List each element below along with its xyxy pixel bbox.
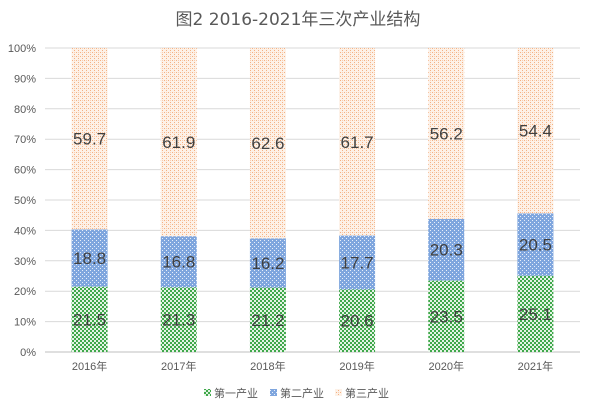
- bars: [71, 48, 554, 352]
- y-tick-label: 20%: [14, 286, 36, 298]
- data-label: 62.6: [251, 134, 284, 153]
- bar-segment: [249, 48, 286, 239]
- bar-segment: [71, 229, 108, 287]
- legend-swatch: [335, 389, 342, 396]
- data-label: 23.5: [430, 307, 463, 326]
- data-label: 16.8: [162, 253, 195, 272]
- data-label: 17.7: [341, 253, 374, 272]
- bar-segment: [428, 280, 465, 352]
- bar-segment: [160, 48, 197, 237]
- legend: 第一产业 第二产业 第三产业: [204, 386, 389, 400]
- y-tick-label: 30%: [14, 256, 36, 268]
- data-label: 59.7: [73, 130, 106, 149]
- legend-label: 第二产业: [280, 386, 324, 400]
- bar-segment: [160, 287, 197, 352]
- data-labels: 21.5 18.8 59.7 21.3 16.8 61.9 21.2 16.2 62.6 20.6…: [73, 122, 552, 331]
- x-tick-label: 2019年: [339, 359, 374, 373]
- bar-segment: [339, 48, 376, 236]
- bar-segment: [160, 236, 197, 288]
- y-tick-label: 90%: [14, 73, 36, 85]
- x-tick-label: 2017年: [161, 359, 196, 373]
- legend-label: 第三产业: [345, 386, 389, 400]
- bar-segment: [339, 289, 376, 352]
- x-axis: 2016年 2017年 2018年 2019年 2020年 2021年: [72, 359, 553, 373]
- data-label: 25.1: [519, 305, 552, 324]
- bar-segment: [517, 275, 554, 352]
- bar-segment: [428, 218, 465, 281]
- y-tick-label: 60%: [14, 165, 36, 177]
- bar-segment: [517, 48, 554, 214]
- bar-segment: [71, 48, 108, 230]
- bar-segment: [71, 286, 108, 352]
- x-tick-label: 2018年: [250, 359, 285, 373]
- data-label: 20.3: [430, 241, 463, 260]
- data-label: 20.5: [519, 236, 552, 255]
- x-tick-label: 2021年: [518, 359, 553, 373]
- x-tick-label: 2016年: [72, 359, 107, 373]
- y-tick-label: 100%: [8, 43, 36, 55]
- bar-segment: [339, 235, 376, 290]
- data-label: 61.9: [162, 133, 195, 152]
- data-label: 54.4: [519, 122, 552, 141]
- legend-swatch: [270, 389, 277, 396]
- legend-swatch: [204, 389, 211, 396]
- bar-segment: [428, 48, 465, 219]
- y-tick-label: 50%: [14, 195, 36, 207]
- data-label: 61.7: [341, 133, 374, 152]
- bar-segment: [517, 213, 554, 276]
- data-label: 56.2: [430, 124, 463, 143]
- data-label: 20.6: [341, 312, 374, 331]
- x-tick-label: 2020年: [429, 359, 464, 373]
- gridlines: [45, 47, 580, 353]
- data-label: 18.8: [73, 249, 106, 268]
- y-tick-label: 80%: [14, 104, 36, 116]
- data-label: 21.3: [162, 311, 195, 330]
- bar-segment: [249, 238, 286, 288]
- bar-segment: [249, 287, 286, 352]
- data-label: 21.5: [73, 310, 106, 329]
- chart-title: 图2 2016-2021年三次产业结构: [176, 10, 421, 30]
- y-tick-label: 40%: [14, 225, 36, 237]
- y-axis: 0% 10% 20% 30% 40% 50% 60% 70% 80% 90% 100%: [8, 43, 36, 359]
- y-tick-label: 0%: [20, 347, 36, 359]
- data-label: 21.2: [251, 311, 284, 330]
- y-tick-label: 70%: [14, 134, 36, 146]
- y-tick-label: 10%: [14, 317, 36, 329]
- data-label: 16.2: [251, 254, 284, 273]
- legend-label: 第一产业: [214, 386, 258, 400]
